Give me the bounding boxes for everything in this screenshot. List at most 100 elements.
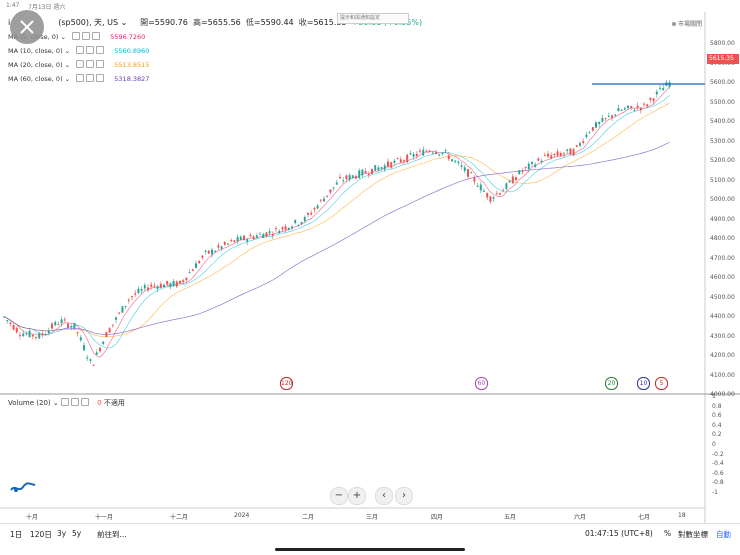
close-icon[interactable]: [96, 46, 105, 54]
candle-body: [403, 160, 405, 162]
auto-scale-toggle[interactable]: 自動: [716, 530, 731, 539]
market-status: 市場關閉: [672, 19, 702, 28]
close-icon[interactable]: [92, 32, 101, 40]
gear-icon[interactable]: [86, 46, 95, 54]
candle-body: [281, 227, 284, 230]
candle-body: [140, 289, 143, 291]
chevron-down-icon[interactable]: ⌄: [120, 18, 128, 27]
candle-body: [553, 153, 556, 155]
candle-body: [83, 345, 85, 351]
range-3y-button[interactable]: 3y: [57, 529, 67, 538]
candle-body: [92, 364, 95, 366]
candle-body: [537, 158, 540, 161]
zoom-in-button[interactable]: +: [348, 487, 366, 505]
close-button[interactable]: [10, 10, 44, 44]
event-marker[interactable]: 120: [280, 377, 293, 390]
candle-body: [169, 283, 172, 287]
event-marker[interactable]: 5: [655, 377, 668, 390]
event-marker[interactable]: 10: [637, 377, 650, 390]
price-tick-label: 4100.00: [710, 371, 735, 379]
candle-body: [278, 231, 281, 234]
tradingview-logo[interactable]: [10, 480, 36, 499]
indicator-row[interactable]: MA (10, close, 0) ⌄ 5560.8960: [8, 46, 150, 55]
candle-body: [470, 172, 473, 174]
close-icon[interactable]: [96, 74, 105, 82]
close-icon[interactable]: [96, 60, 105, 68]
candle-body: [438, 154, 441, 156]
candle-body: [294, 219, 297, 224]
volume-legend[interactable]: Volume (20) ⌄ 0 不適用: [8, 398, 125, 407]
volume-tick-label: -1: [712, 489, 718, 496]
zoom-out-button[interactable]: −: [330, 487, 348, 505]
candle-body: [463, 167, 466, 171]
candle-body: [236, 237, 239, 242]
moving-average-line: [3, 102, 670, 338]
candle-body: [607, 115, 610, 117]
open-value: =5590.76: [148, 18, 188, 27]
candle-body: [265, 232, 268, 237]
time-tick-label: 十一月: [95, 514, 114, 521]
candle-body: [326, 195, 329, 197]
candle-body: [604, 118, 607, 120]
candle-body: [495, 193, 498, 195]
gear-icon[interactable]: [86, 74, 95, 82]
candle-body: [412, 154, 415, 157]
candle-body: [486, 192, 489, 198]
log-scale-toggle[interactable]: 對數坐標: [678, 530, 708, 539]
volume-tick-label: -0.4: [712, 460, 724, 468]
indicator-row[interactable]: MA (20, close, 0) ⌄ 5513.8515: [8, 60, 150, 69]
candle-body: [339, 176, 341, 179]
candle-body: [454, 160, 457, 162]
eye-icon[interactable]: [76, 46, 85, 54]
candle-body: [476, 185, 479, 187]
candle-body: [70, 326, 73, 328]
status-date: 7月13日 週六: [28, 4, 66, 11]
candle-body: [38, 333, 41, 339]
eye-icon[interactable]: [76, 74, 85, 82]
candle-body: [73, 322, 76, 329]
candle-body: [431, 152, 434, 154]
price-tick-label: 4400.00: [710, 313, 735, 320]
candle-body: [540, 160, 543, 163]
candle-body: [428, 150, 431, 152]
goto-date-button[interactable]: 前往到...: [97, 530, 127, 539]
candle-body: [659, 87, 661, 89]
price-tick-label: 4200.00: [710, 352, 735, 359]
eye-icon[interactable]: [76, 60, 85, 68]
close-icon[interactable]: [80, 398, 89, 406]
range-1d-button[interactable]: 1日: [10, 530, 23, 539]
candle-body: [575, 145, 578, 147]
eye-icon[interactable]: [72, 32, 81, 40]
candle-body: [86, 357, 89, 359]
candle-body: [108, 328, 111, 333]
candle-body: [409, 153, 412, 155]
range-5y-button[interactable]: 5y: [72, 529, 82, 538]
gear-icon[interactable]: [86, 60, 95, 68]
event-marker[interactable]: 60: [475, 377, 488, 390]
candle-body: [249, 234, 252, 237]
range-120d-button[interactable]: 120日: [30, 530, 52, 539]
gear-icon[interactable]: [82, 32, 91, 40]
eye-icon[interactable]: [60, 398, 69, 406]
candle-body: [380, 167, 383, 169]
candle-body: [505, 183, 508, 189]
candle-body: [636, 105, 639, 108]
price-tick-label: 4500.00: [710, 293, 735, 301]
candle-body: [323, 198, 325, 202]
indicator-row[interactable]: MA (60, close, 0) ⌄ 5318.3827: [8, 74, 150, 83]
candle-body: [111, 324, 114, 326]
price-tick-label: 4800.00: [710, 235, 735, 242]
percent-toggle[interactable]: %: [664, 529, 672, 538]
candle-body: [351, 175, 354, 178]
candle-body: [598, 122, 601, 125]
volume-status: 不適用: [103, 399, 125, 407]
event-marker[interactable]: 20: [605, 377, 618, 390]
scroll-right-button[interactable]: ›: [395, 487, 413, 505]
scroll-left-button[interactable]: ‹: [375, 487, 393, 505]
candle-body: [620, 109, 623, 111]
candle-body: [262, 234, 265, 238]
candle-body: [393, 160, 396, 163]
gear-icon[interactable]: [70, 398, 79, 406]
symbol-name[interactable]: (sp500), 天, US: [58, 18, 119, 27]
